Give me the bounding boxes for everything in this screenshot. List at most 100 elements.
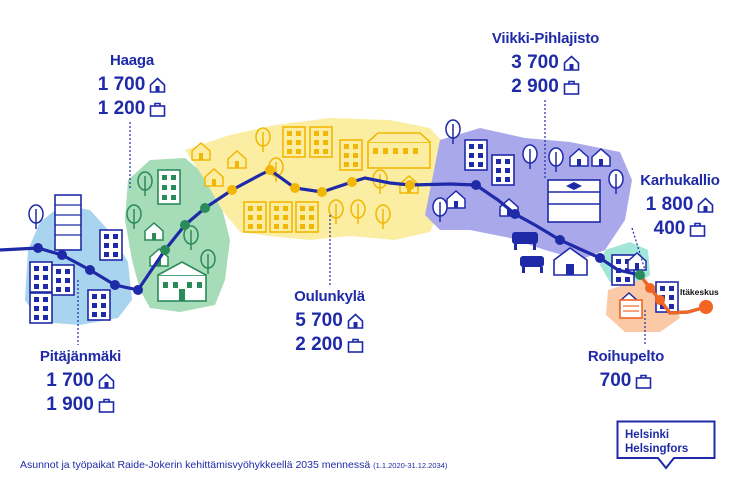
- house-icon: [347, 313, 364, 329]
- station-marker: [200, 203, 210, 213]
- station-marker: [347, 177, 357, 187]
- footer-text: Asunnot ja työpaikat Raide-Jokerin kehit…: [20, 459, 371, 471]
- apartment-building-icon: [29, 292, 53, 324]
- area-name: Karhukallio: [640, 172, 720, 189]
- apartment-building-icon: [295, 201, 319, 233]
- station-marker: [635, 270, 645, 280]
- station-marker: [265, 165, 275, 175]
- apartment-building-icon: [99, 229, 123, 261]
- tower-building-icon: [54, 194, 82, 251]
- briefcase-icon: [636, 374, 652, 389]
- jobs-count: 1 200: [97, 98, 146, 119]
- leader-line: [631, 227, 646, 271]
- terminal-station-marker: [699, 300, 713, 314]
- apartment-building-icon: [309, 126, 333, 158]
- homes-stat: 5 700: [282, 309, 377, 333]
- apartment-building-icon: [339, 139, 363, 171]
- apartment-building-icon: [29, 261, 53, 293]
- apartment-building-icon: [157, 169, 181, 205]
- raide-jokeri-line: [0, 168, 707, 315]
- jobs-stat: 700: [580, 369, 672, 393]
- area-roihupelto: Roihupelto 700: [580, 348, 672, 393]
- apartment-building-icon: [243, 201, 267, 233]
- school-building-icon: [157, 261, 207, 302]
- homes-count: 5 700: [295, 310, 343, 331]
- area-name: Viikki-Pihlajisto: [491, 30, 600, 47]
- footer-period: (1.1.2020-31.12.2034): [373, 461, 448, 470]
- homes-stat: 3 700: [478, 51, 613, 75]
- briefcase-icon: [98, 398, 115, 413]
- station-marker: [57, 250, 67, 260]
- area-karhukallio: Karhukallio 1 800 400: [634, 172, 726, 241]
- station-marker: [317, 187, 327, 197]
- station-marker: [655, 295, 665, 305]
- briefcase-icon: [149, 102, 166, 117]
- area-haaga: Haaga 1 700 1 200: [92, 52, 172, 121]
- area-pitajanmaki: Pitäjänmäki 1 700 1 900: [28, 348, 133, 417]
- briefcase-icon: [347, 338, 364, 353]
- station-marker: [510, 209, 520, 219]
- station-marker: [405, 180, 415, 190]
- helsinki-logo-shield: [616, 420, 716, 470]
- station-marker: [133, 285, 143, 295]
- station-marker: [33, 243, 43, 253]
- apartment-building-icon: [51, 264, 75, 296]
- jobs-count: 2 900: [511, 76, 559, 97]
- terminal-station-label: Itäkeskus: [680, 287, 719, 297]
- jobs-count: 1 900: [46, 394, 94, 415]
- homes-stat: 1 800: [634, 193, 726, 217]
- house-icon: [563, 55, 580, 71]
- apartment-building-icon: [282, 126, 306, 158]
- area-name: Haaga: [109, 52, 155, 69]
- apartment-building-icon: [87, 289, 111, 321]
- station-marker: [110, 280, 120, 290]
- house-icon: [98, 373, 115, 389]
- homes-stat: 1 700: [92, 73, 172, 97]
- helsinki-logo: Helsinki Helsingfors: [616, 420, 716, 470]
- jobs-stat: 2 200: [282, 333, 377, 357]
- homes-count: 1 700: [97, 74, 146, 95]
- warehouse-icon: [619, 299, 643, 319]
- jobs-count: 2 200: [295, 334, 343, 355]
- station-marker: [290, 183, 300, 193]
- cow-icon: [512, 232, 538, 250]
- cow-icon: [520, 256, 544, 273]
- briefcase-icon: [690, 222, 706, 237]
- university-building-icon: [547, 179, 601, 223]
- station-marker: [471, 180, 481, 190]
- jobs-stat: 1 200: [92, 97, 172, 121]
- jobs-count: 700: [599, 370, 632, 391]
- jobs-stat: 1 900: [28, 393, 133, 417]
- area-oulunkyla: Oulunkylä 5 700 2 200: [282, 288, 377, 357]
- apartment-building-icon: [269, 201, 293, 233]
- homes-count: 1 800: [645, 194, 694, 215]
- apartment-building-icon: [491, 154, 515, 186]
- area-name: Pitäjänmäki: [39, 348, 122, 365]
- station-marker: [180, 220, 190, 230]
- logo-line-1: Helsinki: [625, 429, 670, 441]
- homes-stat: 1 700: [28, 369, 133, 393]
- jobs-stat: 2 900: [478, 75, 613, 99]
- house-icon: [149, 77, 166, 93]
- manor-building-icon: [367, 132, 431, 169]
- station-marker: [645, 283, 655, 293]
- apartment-building-icon: [464, 139, 488, 171]
- jobs-stat: 400: [634, 217, 726, 241]
- station-marker: [227, 185, 237, 195]
- area-name: Oulunkylä: [294, 288, 365, 305]
- jobs-count: 400: [653, 218, 686, 239]
- logo-line-2: Helsingfors: [625, 443, 689, 455]
- area-viikki-pihlajisto: Viikki-Pihlajisto 3 700 2 900: [478, 30, 613, 99]
- homes-count: 1 700: [46, 370, 94, 391]
- barn-icon: [553, 247, 588, 276]
- station-marker: [595, 253, 605, 263]
- station-marker: [160, 245, 170, 255]
- area-name: Roihupelto: [587, 348, 665, 365]
- station-marker: [85, 265, 95, 275]
- footer-caption: Asunnot ja työpaikat Raide-Jokerin kehit…: [20, 459, 447, 471]
- homes-count: 3 700: [511, 52, 559, 73]
- station-marker: [555, 235, 565, 245]
- house-icon: [697, 197, 714, 213]
- briefcase-icon: [563, 80, 580, 95]
